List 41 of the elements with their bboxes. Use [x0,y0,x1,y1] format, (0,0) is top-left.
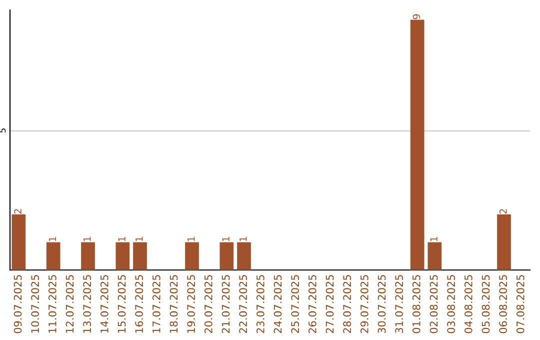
x-tick-label: 10.07.2025 [31,275,40,333]
x-tick-label: 05.08.2025 [482,275,490,334]
x-tick-label: 12.07.2025 [66,275,74,333]
data-label: 1 [118,236,126,242]
x-tick-label: 20.07.2025 [204,275,212,334]
data-label: 1 [136,236,143,242]
data-label: 1 [84,236,91,242]
x-tick-label: 28.07.2025 [343,275,352,334]
x-tick-label: 22.07.2025 [239,275,248,334]
x-tick-label: 26.07.2025 [308,275,316,334]
x-tick-label: 11.07.2025 [48,275,56,333]
x-tick-label: 15.07.2025 [118,275,126,333]
x-tick-label: 21.07.2025 [222,275,230,334]
x-tick-label: 25.07.2025 [291,275,300,334]
x-tick-label: 23.07.2025 [256,275,264,334]
x-tick-label: 18.07.2025 [170,275,178,333]
x-tick-label: 24.07.2025 [274,275,282,334]
x-tick-label: 29.07.2025 [360,275,368,334]
data-label: 1 [188,236,195,242]
x-tick-label: 19.07.2025 [187,275,196,333]
x-tick-label: 01.08.2025 [412,275,420,334]
x-tick-label: 30.07.2025 [378,275,386,334]
x-tick-label: 16.07.2025 [135,275,144,333]
x-tick-label: 02.08.2025 [430,275,438,334]
x-tick-label: 04.08.2025 [464,275,472,334]
x-tick-label: 06.08.2025 [499,275,508,334]
x-tick-label: 14.07.2025 [100,275,108,333]
data-label: 1 [48,236,56,242]
x-tick-label: 03.08.2025 [447,275,456,334]
x-tick-label: 09.07.2025 [14,275,22,334]
data-label: 2 [14,209,22,214]
x-tick-label: 13.07.2025 [83,275,92,333]
x-tick-label: 31.07.2025 [395,275,404,334]
x-tick-label: 07.08.2025 [516,275,524,334]
data-label: 1 [240,236,247,242]
data-label: 9 [412,14,420,20]
data-label: 1 [430,236,438,242]
data-label: 1 [222,236,230,242]
x-tick-label: 17.07.2025 [152,275,160,333]
data-label: 2 [499,209,507,214]
x-tick-label: 27.07.2025 [326,275,334,334]
